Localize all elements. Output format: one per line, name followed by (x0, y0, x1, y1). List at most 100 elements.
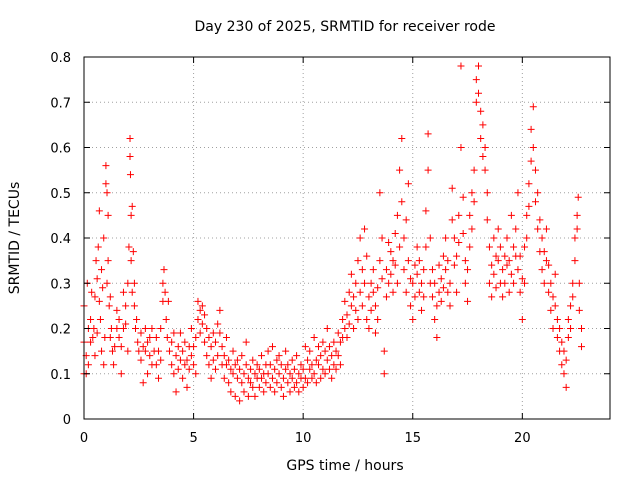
data-point (172, 388, 180, 396)
data-point (236, 397, 244, 405)
data-point (356, 234, 364, 242)
data-point (380, 347, 388, 355)
data-point (249, 383, 257, 391)
data-point (485, 243, 493, 251)
data-point (113, 306, 121, 314)
data-point (148, 325, 156, 332)
data-point (88, 288, 96, 296)
data-point (106, 293, 114, 301)
data-point (251, 392, 259, 400)
data-point (225, 379, 233, 387)
data-point (240, 388, 248, 396)
data-point (562, 356, 570, 364)
data-point (396, 243, 404, 251)
data-point (117, 343, 125, 351)
data-point (271, 365, 279, 373)
data-point (253, 361, 261, 369)
data-point (179, 347, 187, 355)
data-point (428, 266, 436, 274)
data-point (89, 334, 97, 342)
data-point (286, 370, 294, 378)
data-point (468, 225, 476, 233)
data-point (255, 383, 263, 391)
data-point (574, 193, 582, 201)
data-point (393, 211, 401, 219)
data-point (385, 279, 393, 287)
data-point (503, 234, 511, 242)
data-point (431, 279, 439, 287)
data-point (319, 338, 327, 346)
data-point (422, 207, 430, 215)
data-point (499, 293, 507, 301)
data-point (87, 338, 95, 346)
data-point (103, 189, 111, 197)
data-point (308, 374, 316, 382)
data-point (575, 306, 583, 314)
data-point (545, 288, 553, 296)
data-point (562, 383, 570, 391)
data-point (529, 103, 537, 111)
y-tick-label: 0.5 (50, 187, 71, 202)
data-point (181, 338, 189, 346)
data-point (94, 243, 102, 251)
data-point (448, 216, 456, 224)
data-point (428, 293, 436, 301)
data-point (516, 288, 524, 296)
data-point (220, 374, 228, 382)
data-point (404, 180, 412, 188)
data-point (367, 306, 375, 314)
data-point (306, 365, 314, 373)
data-point (339, 315, 347, 323)
data-point (558, 361, 566, 369)
data-point (133, 315, 141, 323)
data-point (361, 225, 369, 233)
data-point (286, 388, 294, 396)
data-point (369, 266, 377, 274)
data-point (450, 234, 458, 242)
data-point (514, 266, 522, 274)
data-point (127, 257, 135, 265)
data-point (461, 257, 469, 265)
data-point (161, 288, 169, 296)
data-point (315, 361, 323, 369)
data-point (341, 297, 349, 305)
data-point (247, 365, 255, 373)
data-point (130, 302, 138, 310)
data-point (560, 370, 568, 378)
data-point (159, 279, 167, 287)
data-point (172, 352, 180, 360)
data-point (361, 279, 369, 287)
data-point (431, 315, 439, 323)
data-point (494, 225, 502, 233)
data-point (279, 392, 287, 400)
data-point (418, 306, 426, 314)
data-point (531, 166, 539, 174)
data-point (564, 334, 572, 342)
data-point (104, 211, 112, 219)
data-point (560, 347, 568, 355)
data-point (288, 374, 296, 382)
data-point (510, 243, 518, 251)
data-point (141, 325, 149, 332)
data-point (96, 315, 104, 323)
data-point (398, 198, 406, 206)
data-point (190, 361, 198, 369)
data-point (84, 361, 92, 369)
data-point (448, 184, 456, 192)
data-point (108, 347, 116, 355)
data-point (284, 379, 292, 387)
data-point (374, 284, 382, 292)
data-point (347, 302, 355, 310)
data-point (343, 311, 351, 319)
data-point (229, 370, 237, 378)
data-point (244, 392, 252, 400)
data-point (240, 370, 248, 378)
data-point (264, 370, 272, 378)
data-point (100, 234, 108, 242)
data-point (160, 266, 168, 274)
data-point (453, 288, 461, 296)
data-point (365, 293, 373, 301)
data-point (321, 347, 329, 355)
data-point (358, 302, 366, 310)
data-point (203, 325, 211, 332)
